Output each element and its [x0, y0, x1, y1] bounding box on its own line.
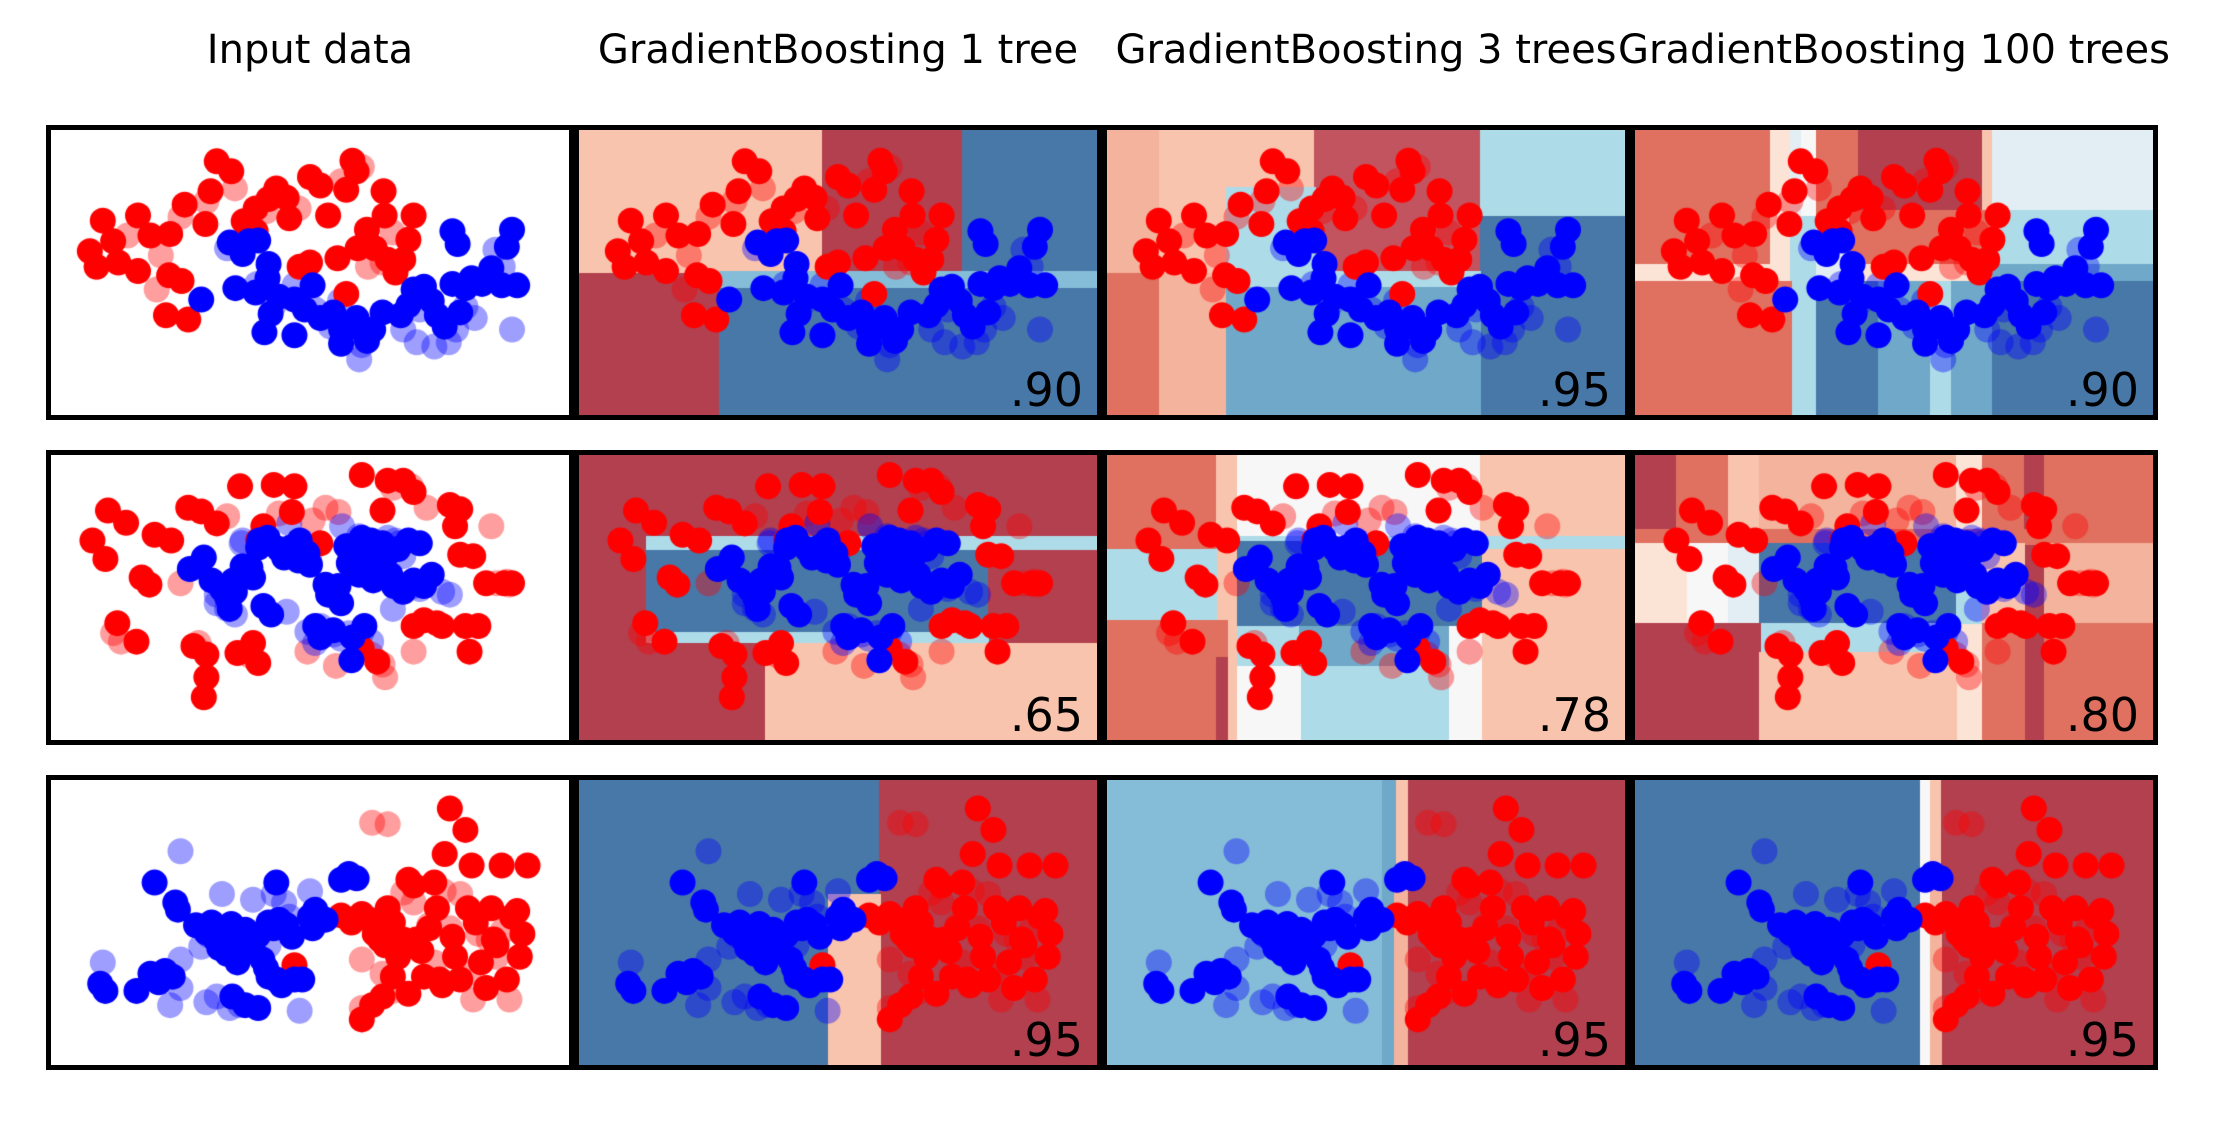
score-linear-gb100: .95: [2065, 1013, 2139, 1067]
panel-moons-gb100: .90: [1630, 125, 2158, 420]
score-circles-gb1: .65: [1009, 688, 1083, 742]
column-title-gb-100-trees: GradientBoosting 100 trees: [1618, 27, 2170, 73]
score-moons-gb100: .90: [2065, 363, 2139, 417]
column-title-gb-3-trees: GradientBoosting 3 trees: [1115, 27, 1617, 73]
panel-circles-gb1: .65: [574, 450, 1102, 745]
column-title-gb-1-tree: GradientBoosting 1 tree: [597, 27, 1079, 73]
score-linear-gb3: .95: [1537, 1013, 1611, 1067]
score-linear-gb1: .95: [1009, 1013, 1083, 1067]
score-circles-gb3: .78: [1537, 688, 1611, 742]
panel-circles-gb100: .80: [1630, 450, 2158, 745]
panel-linear-gb100: .95: [1630, 775, 2158, 1070]
panel-linear-gb1: .95: [574, 775, 1102, 1070]
score-moons-gb1: .90: [1009, 363, 1083, 417]
panel-moons-gb1: .90: [574, 125, 1102, 420]
panel-linear-gb3: .95: [1102, 775, 1630, 1070]
panel-moons-input: [46, 125, 574, 420]
score-circles-gb100: .80: [2065, 688, 2139, 742]
panel-moons-gb3: .95: [1102, 125, 1630, 420]
score-moons-gb3: .95: [1537, 363, 1611, 417]
panel-circles-gb3: .78: [1102, 450, 1630, 745]
panel-linear-input: [46, 775, 574, 1070]
panel-circles-input: [46, 450, 574, 745]
column-title-input-data: Input data: [206, 27, 414, 73]
